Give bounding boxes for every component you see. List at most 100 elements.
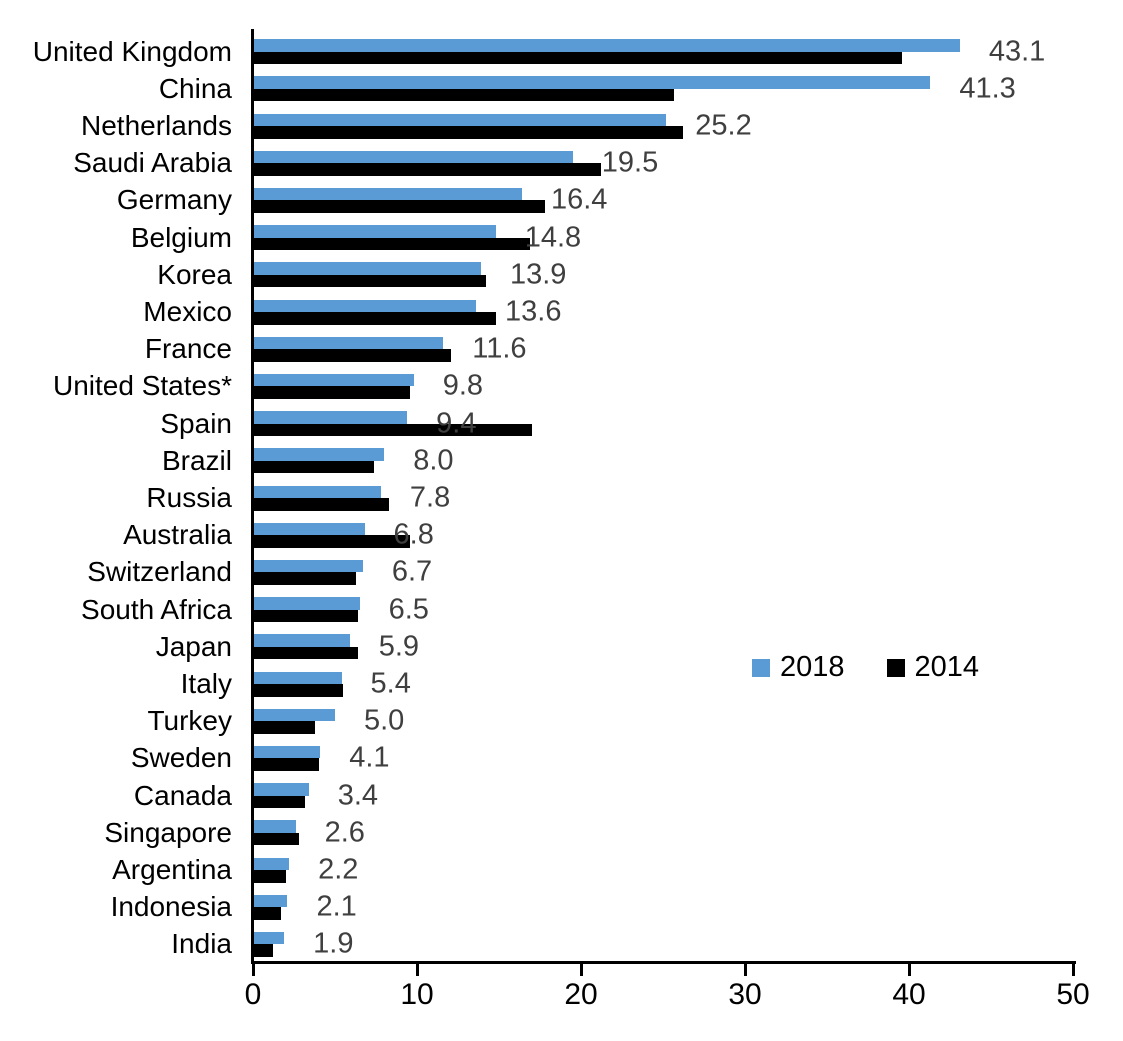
category-label-netherlands: Netherlands xyxy=(81,109,232,141)
value-label-united-kingdom: 43.1 xyxy=(988,35,1046,68)
category-label-australia: Australia xyxy=(123,519,232,551)
value-label-turkey: 5.0 xyxy=(364,704,405,737)
bar-group-italy: 5.4 xyxy=(253,668,1073,700)
category-label-brazil: Brazil xyxy=(161,444,232,476)
bar-2014-argentina xyxy=(253,870,286,883)
category-label-belgium: Belgium xyxy=(130,221,232,253)
category-label-korea: Korea xyxy=(157,258,232,290)
bar-2018-brazil xyxy=(253,448,385,461)
bar-2018-indonesia xyxy=(253,894,288,908)
x-tick-label-40: 40 xyxy=(892,978,926,1011)
category-label-turkey: Turkey xyxy=(147,705,232,737)
bar-2014-germany xyxy=(253,200,545,213)
value-label-france: 11.6 xyxy=(472,332,527,365)
bar-2018-turkey xyxy=(253,708,335,722)
category-label-france: France xyxy=(144,333,232,365)
value-label-south-africa: 6.5 xyxy=(388,593,429,626)
bar-2014-canada xyxy=(253,795,306,809)
bar-2014-sweden xyxy=(253,758,319,771)
bar-2018-japan xyxy=(253,634,350,647)
x-tick-label-0: 0 xyxy=(244,978,262,1011)
bar-group-sweden: 4.1 xyxy=(253,742,1073,774)
bar-group-united-states: 9.8 xyxy=(253,370,1073,402)
bar-2014-singapore xyxy=(253,832,299,846)
category-label-canada: Canada xyxy=(133,779,232,811)
value-label-saudi-arabia: 19.5 xyxy=(601,146,659,179)
bar-2014-turkey xyxy=(253,721,316,734)
bar-2018-netherlands xyxy=(253,113,667,126)
bar-group-netherlands: 25.2 xyxy=(253,110,1073,142)
value-label-canada: 3.4 xyxy=(337,779,379,812)
bar-group-united-kingdom: 43.1 xyxy=(253,35,1073,67)
value-label-united-states: 9.8 xyxy=(442,369,484,402)
value-label-singapore: 2.6 xyxy=(324,816,365,849)
bar-group-argentina: 2.2 xyxy=(253,854,1073,886)
bar-2018-united-states xyxy=(253,373,414,387)
value-label-brazil: 8.0 xyxy=(413,444,454,477)
bar-2018-singapore xyxy=(253,820,296,833)
bar-2014-switzerland xyxy=(253,572,357,585)
bar-2014-mexico xyxy=(253,312,496,325)
bar-2014-japan xyxy=(253,646,358,660)
category-label-united-states: United States* xyxy=(53,370,232,402)
legend: 2018 2014 xyxy=(752,651,979,684)
bar-2014-brazil xyxy=(253,460,375,474)
value-label-korea: 13.9 xyxy=(509,258,567,291)
bar-group-germany: 16.4 xyxy=(253,184,1073,216)
value-label-australia: 6.8 xyxy=(393,518,434,551)
bar-2018-united-kingdom xyxy=(253,39,960,52)
bar-2018-south-africa xyxy=(253,597,360,610)
bar-2014-indonesia xyxy=(253,907,281,920)
bar-group-indonesia: 2.1 xyxy=(253,891,1073,923)
category-label-japan: Japan xyxy=(155,630,232,662)
y-axis-line xyxy=(251,29,254,963)
bar-group-korea: 13.9 xyxy=(253,258,1073,290)
bar-group-india: 1.9 xyxy=(253,928,1073,960)
bar-2014-united-states xyxy=(253,386,411,399)
category-label-argentina: Argentina xyxy=(112,853,232,885)
category-label-spain: Spain xyxy=(160,407,232,439)
bar-2018-germany xyxy=(253,187,522,201)
x-tick-mark-50 xyxy=(1071,964,1075,976)
bar-group-spain: 9.4 xyxy=(253,407,1073,439)
value-label-china: 41.3 xyxy=(959,72,1016,105)
bar-2014-france xyxy=(253,349,452,362)
bar-2014-russia xyxy=(253,498,390,511)
legend-label-2018: 2018 xyxy=(780,651,845,683)
bar-2018-russia xyxy=(253,485,381,498)
bar-2014-belgium xyxy=(253,237,531,251)
value-label-argentina: 2.2 xyxy=(318,853,359,886)
value-label-spain: 9.4 xyxy=(436,407,477,440)
bar-2018-italy xyxy=(253,671,342,684)
category-label-mexico: Mexico xyxy=(143,295,232,327)
x-tick-label-50: 50 xyxy=(1056,978,1090,1011)
bar-2018-saudi-arabia xyxy=(253,150,573,164)
x-tick-label-30: 30 xyxy=(728,978,762,1011)
bar-2014-india xyxy=(253,944,273,957)
bar-2018-spain xyxy=(253,411,408,424)
legend-label-2014: 2014 xyxy=(914,651,980,683)
legend-swatch-2014-icon xyxy=(886,658,905,677)
legend-entry-2014: 2014 xyxy=(886,651,980,684)
bar-2014-netherlands xyxy=(253,126,683,139)
bar-2018-australia xyxy=(253,522,365,536)
value-label-indonesia: 2.1 xyxy=(316,890,357,923)
bar-2014-italy xyxy=(253,684,344,697)
category-label-south-africa: South Africa xyxy=(81,593,232,625)
category-label-germany: Germany xyxy=(116,184,232,216)
category-label-united-kingdom: United Kingdom xyxy=(32,35,232,67)
value-label-india: 1.9 xyxy=(313,927,354,960)
bar-2018-switzerland xyxy=(253,559,363,573)
category-label-sweden: Sweden xyxy=(130,742,232,774)
value-label-netherlands: 25.2 xyxy=(695,109,752,142)
x-tick-mark-20 xyxy=(579,964,583,976)
bar-group-france: 11.6 xyxy=(253,333,1073,365)
category-label-india: India xyxy=(171,928,232,960)
bar-2018-china xyxy=(253,76,931,89)
bar-group-australia: 6.8 xyxy=(253,519,1073,551)
bar-2018-argentina xyxy=(253,857,290,870)
x-tick-label-10: 10 xyxy=(400,978,434,1011)
bar-2014-spain xyxy=(253,423,532,437)
bar-2014-south-africa xyxy=(253,609,358,623)
